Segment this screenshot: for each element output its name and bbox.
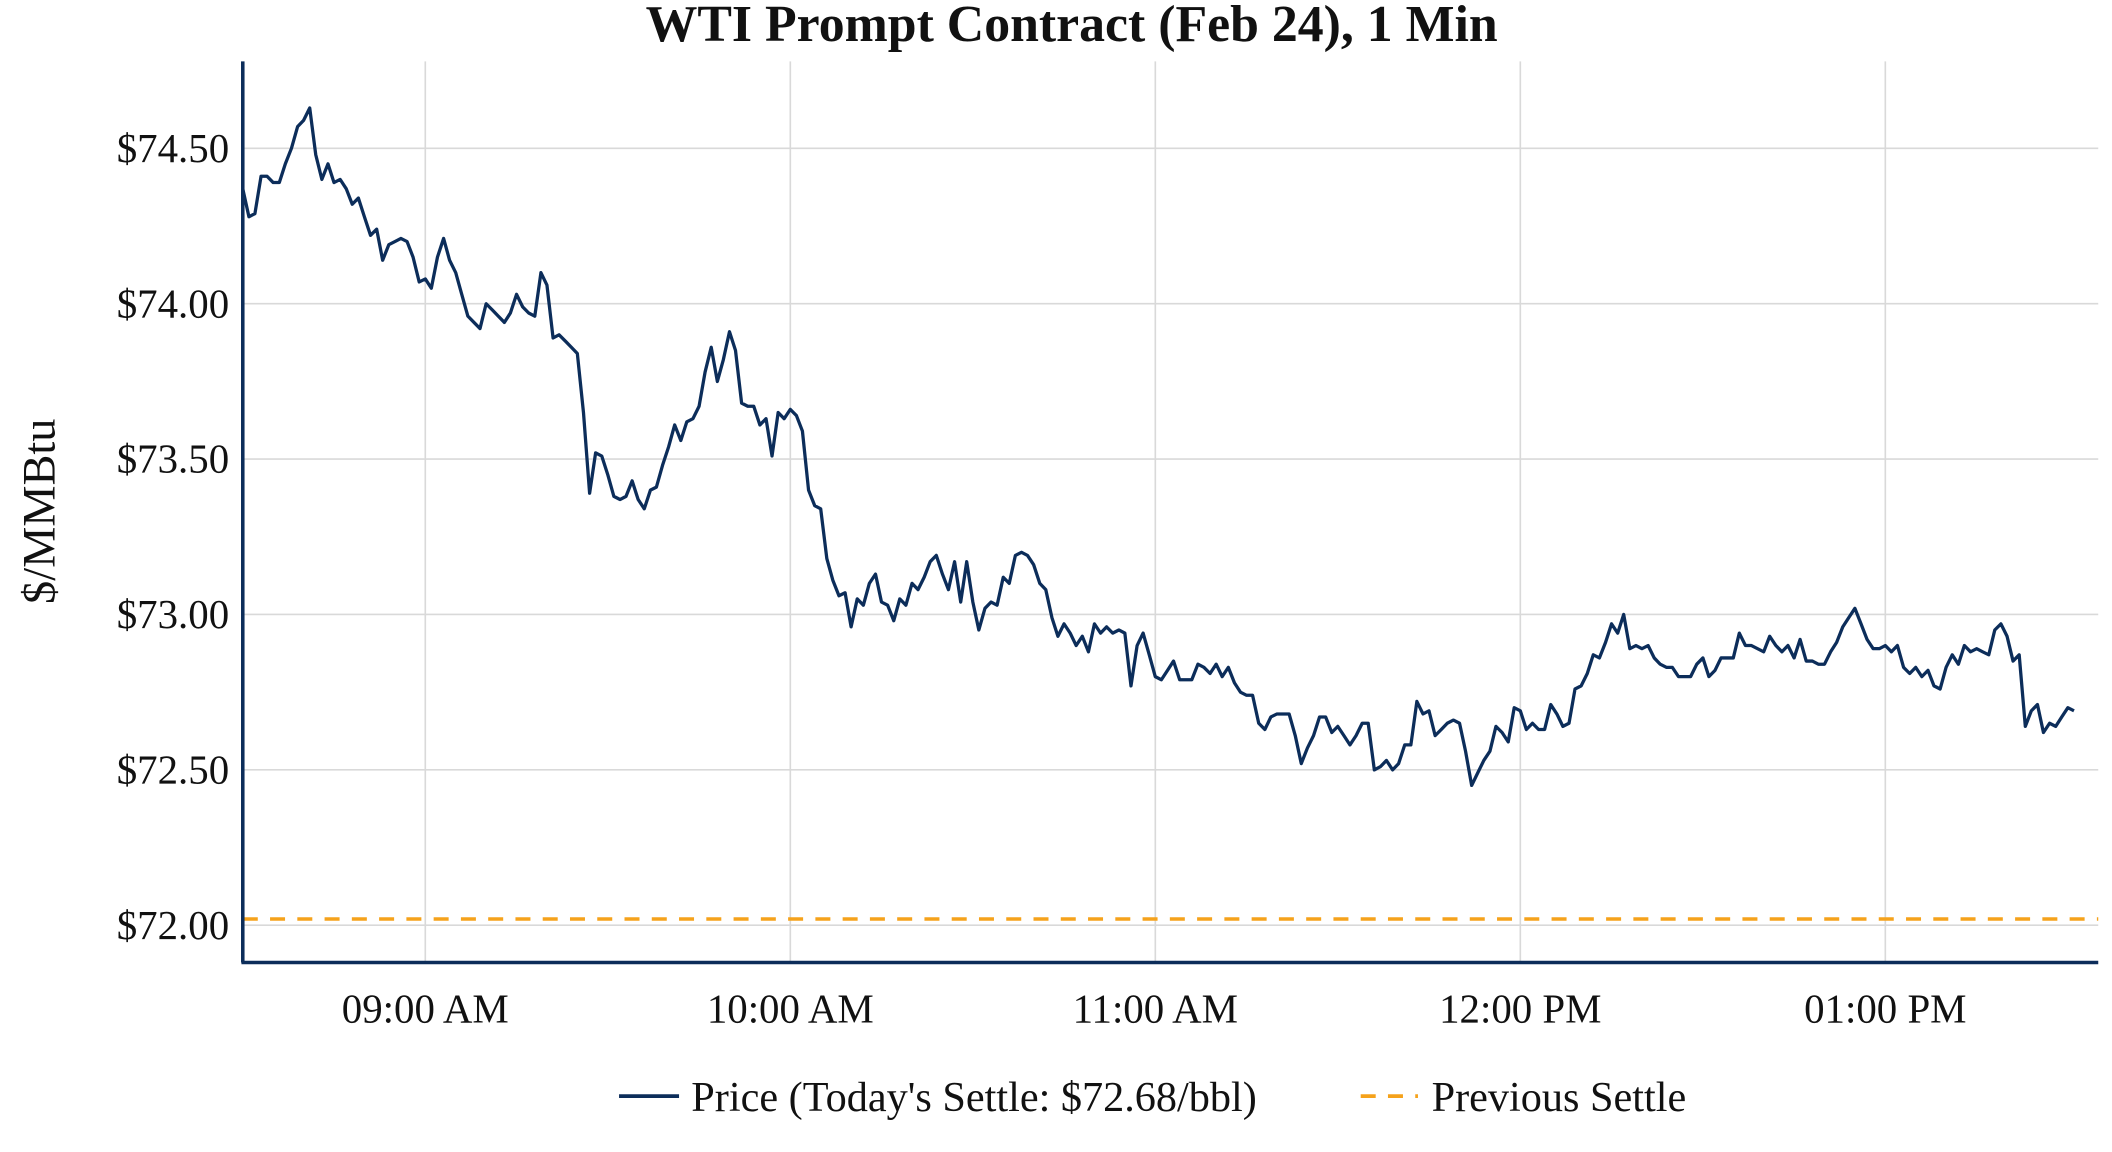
- x-tick-label: 11:00 AM: [1073, 986, 1238, 1031]
- y-tick-label: $73.50: [117, 437, 229, 482]
- x-tick-label: 09:00 AM: [342, 986, 509, 1031]
- y-tick-label: $74.00: [117, 281, 229, 326]
- gridlines: [242, 61, 2099, 963]
- y-tick-label: $73.00: [117, 592, 229, 637]
- x-axis-ticks: 09:00 AM 10:00 AM 11:00 AM 12:00 PM 01:00 PM: [342, 986, 1967, 1031]
- legend-previous-settle-label: Previous Settle: [1432, 1074, 1687, 1121]
- x-tick-label: 01:00 PM: [1804, 986, 1966, 1031]
- y-axis-label: $/MMBtu: [15, 419, 66, 604]
- y-tick-label: $74.50: [117, 126, 229, 171]
- x-tick-label: 12:00 PM: [1439, 986, 1601, 1031]
- y-axis-ticks: $72.00 $72.50 $73.00 $73.50 $74.00 $74.50: [117, 126, 229, 948]
- price-line: [241, 106, 2075, 788]
- legend-price-label: Price (Today's Settle: $72.68/bbl): [691, 1074, 1257, 1121]
- legend: Price (Today's Settle: $72.68/bbl) Previ…: [619, 1074, 1686, 1121]
- chart-title: WTI Prompt Contract (Feb 24), 1 Min: [646, 0, 1498, 53]
- x-tick-label: 10:00 AM: [707, 986, 874, 1031]
- y-tick-label: $72.50: [117, 747, 229, 792]
- y-tick-label: $72.00: [117, 903, 229, 948]
